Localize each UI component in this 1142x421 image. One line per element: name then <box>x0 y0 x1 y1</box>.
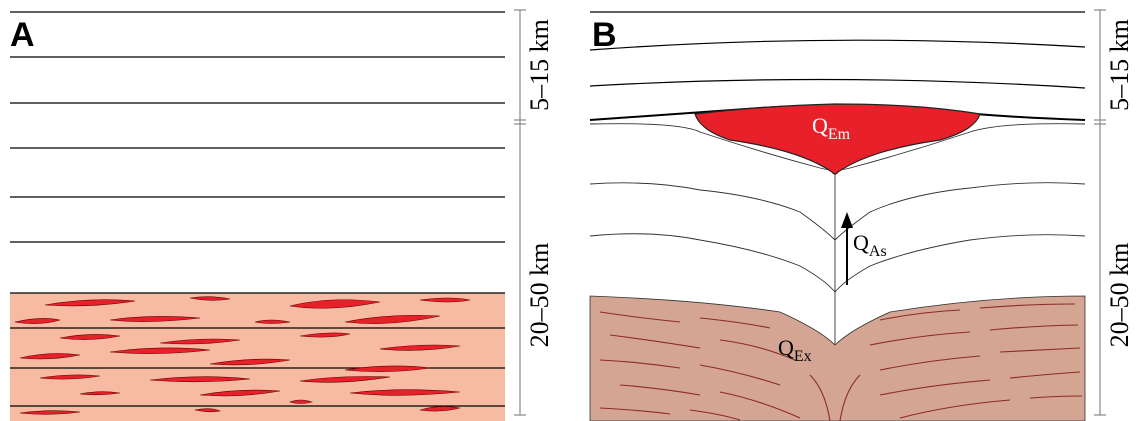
scale-label: 20–50 km <box>1105 243 1134 348</box>
panel-b: QEm QAs QEx B 5–15 km 20–50 km <box>590 10 1134 421</box>
figure: A 5–15 km 20–50 km <box>0 0 1142 421</box>
scale-label: 20–50 km <box>525 243 554 348</box>
text-part: Q <box>778 335 794 360</box>
panel-label: A <box>10 16 35 54</box>
text-part: Q <box>853 230 869 255</box>
lower-crust <box>10 293 505 421</box>
scale-label: 5–15 km <box>1105 19 1134 111</box>
panel-label: B <box>592 16 617 54</box>
lower-crust <box>590 296 1085 421</box>
scale-label: 5–15 km <box>525 19 554 111</box>
text-part: Q <box>812 113 828 138</box>
panel-a: A 5–15 km 20–50 km <box>10 10 554 421</box>
text-part: Ex <box>794 348 812 365</box>
text-part: Em <box>828 126 851 143</box>
annotation: QAs <box>853 230 887 260</box>
ascent-arrow <box>841 212 853 285</box>
text-part: As <box>869 243 887 260</box>
